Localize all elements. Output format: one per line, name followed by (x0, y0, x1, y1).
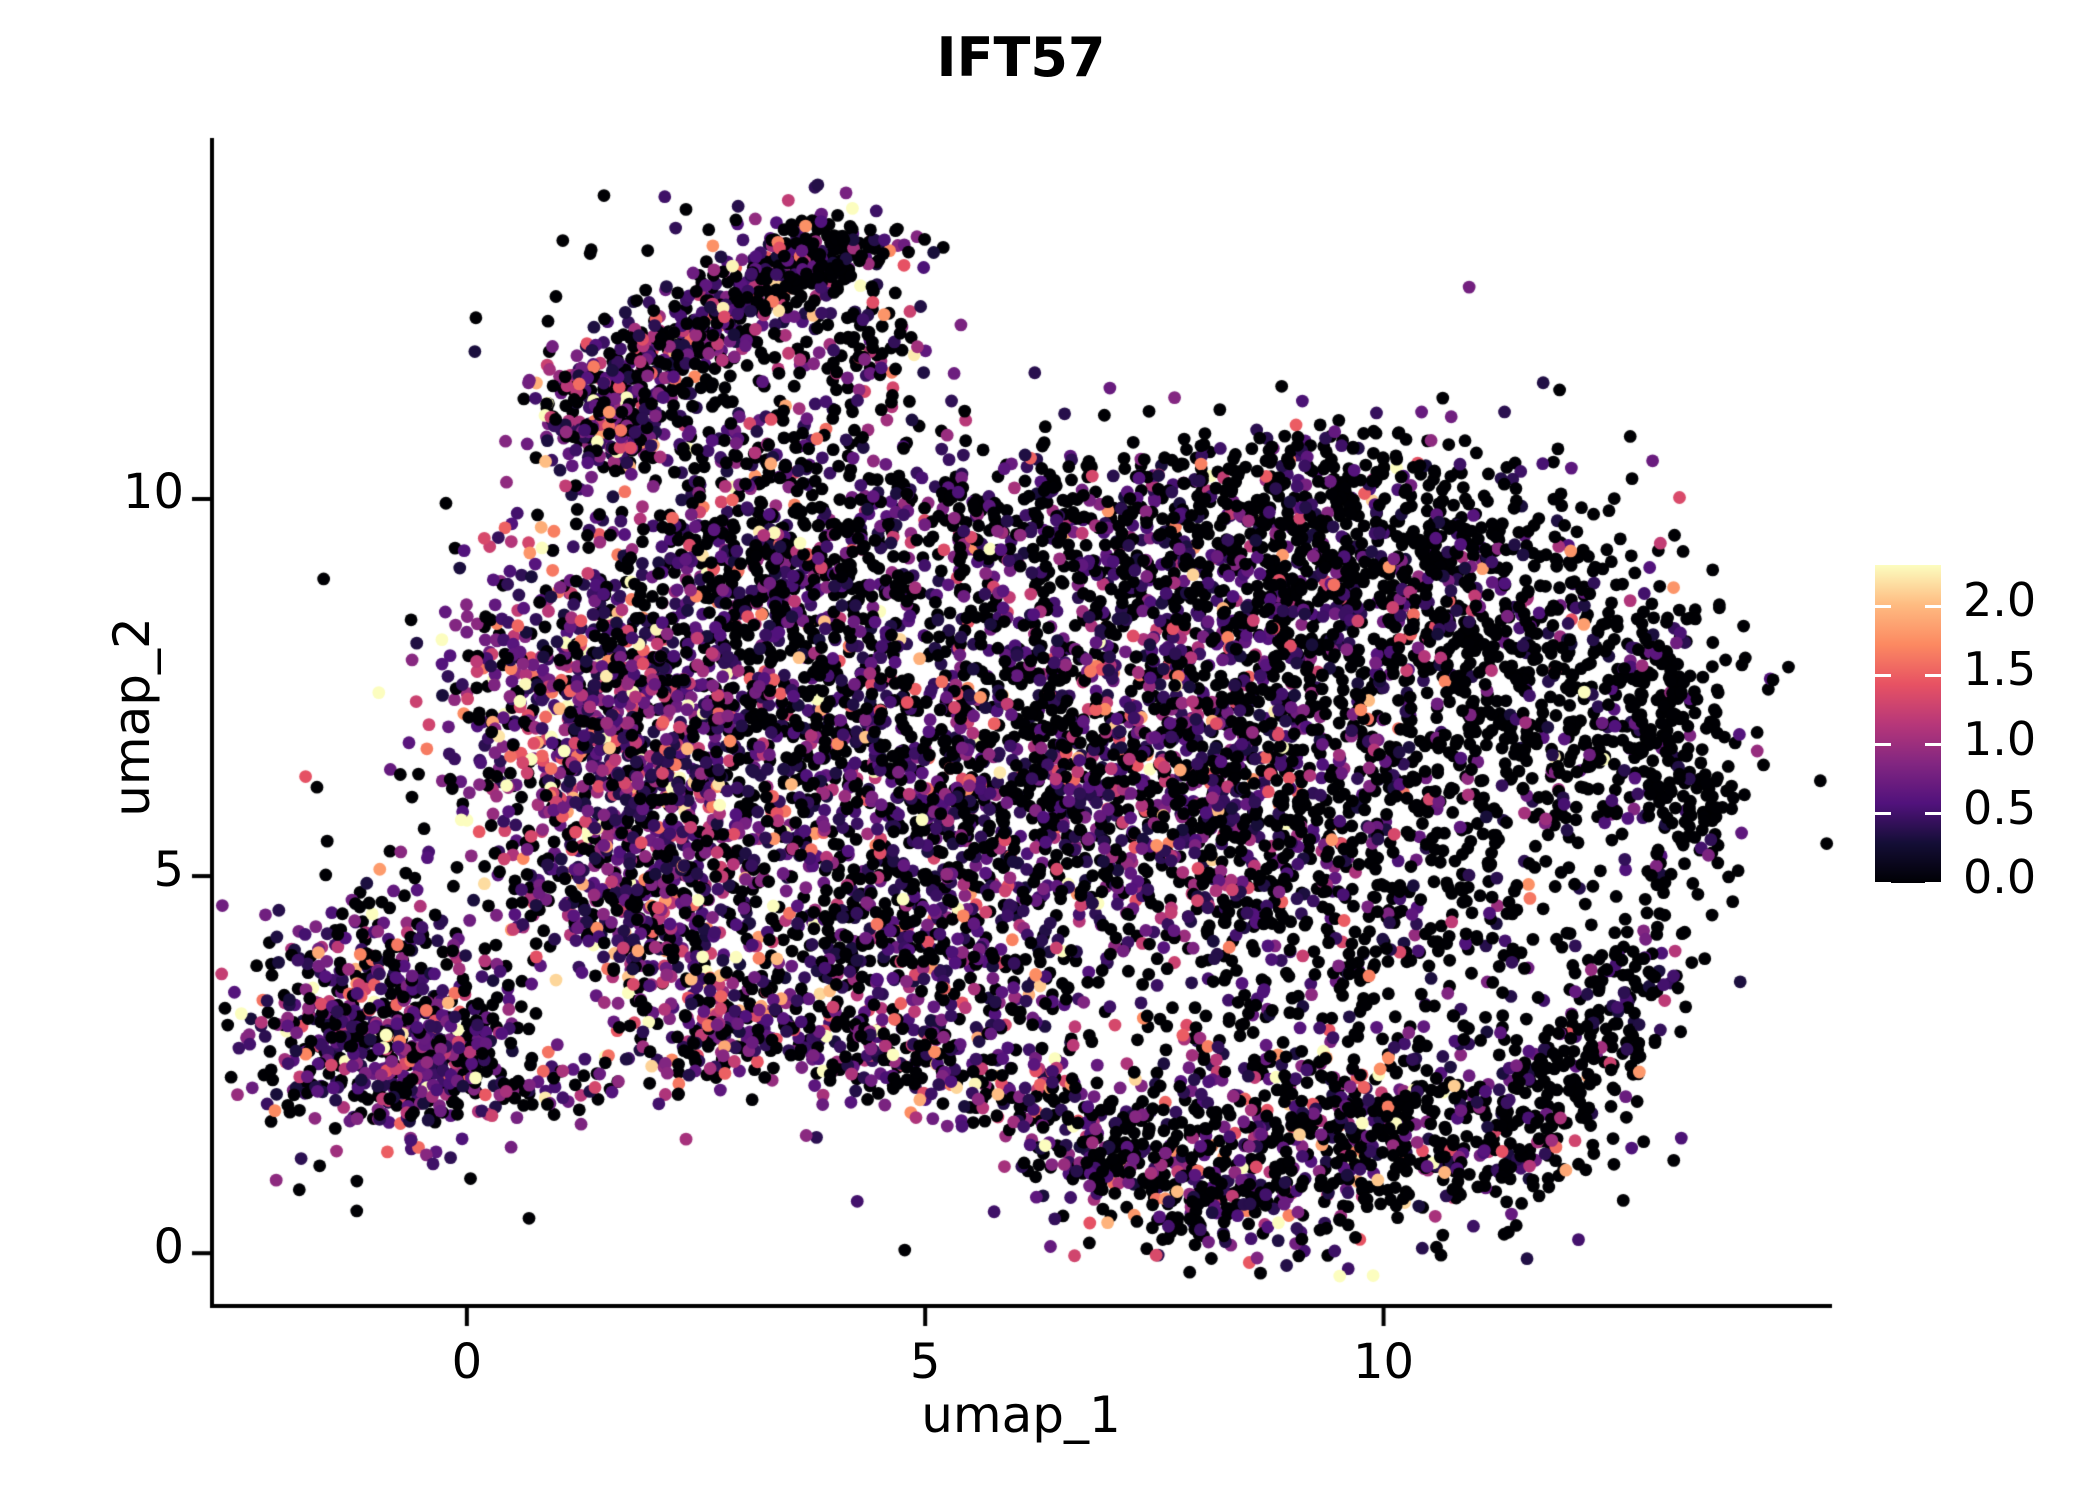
colorbar-tick-label: 1.5 (1963, 642, 2037, 697)
colorbar-tick-mark (1925, 604, 1941, 608)
colorbar-tick-mark (1925, 743, 1941, 747)
colorbar-tick-label: 0.0 (1963, 849, 2037, 904)
colorbar-tick-label: 1.0 (1963, 711, 2037, 766)
colorbar-tick-mark (1925, 881, 1941, 885)
colorbar-tick-mark (1875, 812, 1891, 816)
colorbar-legend (1875, 565, 1941, 883)
colorbar-gradient (1875, 565, 1941, 883)
colorbar-tick-mark (1875, 881, 1891, 885)
colorbar-tick-mark (1875, 743, 1891, 747)
colorbar-tick-label: 0.5 (1963, 780, 2037, 835)
colorbar-tick-mark (1925, 812, 1941, 816)
y-axis-label: umap_2 (103, 617, 161, 817)
colorbar-tick-mark (1875, 604, 1891, 608)
colorbar-tick-mark (1925, 674, 1941, 678)
colorbar-tick-label: 2.0 (1963, 573, 2037, 628)
colorbar-tick-mark (1875, 674, 1891, 678)
x-axis-label: umap_1 (921, 1386, 1121, 1444)
